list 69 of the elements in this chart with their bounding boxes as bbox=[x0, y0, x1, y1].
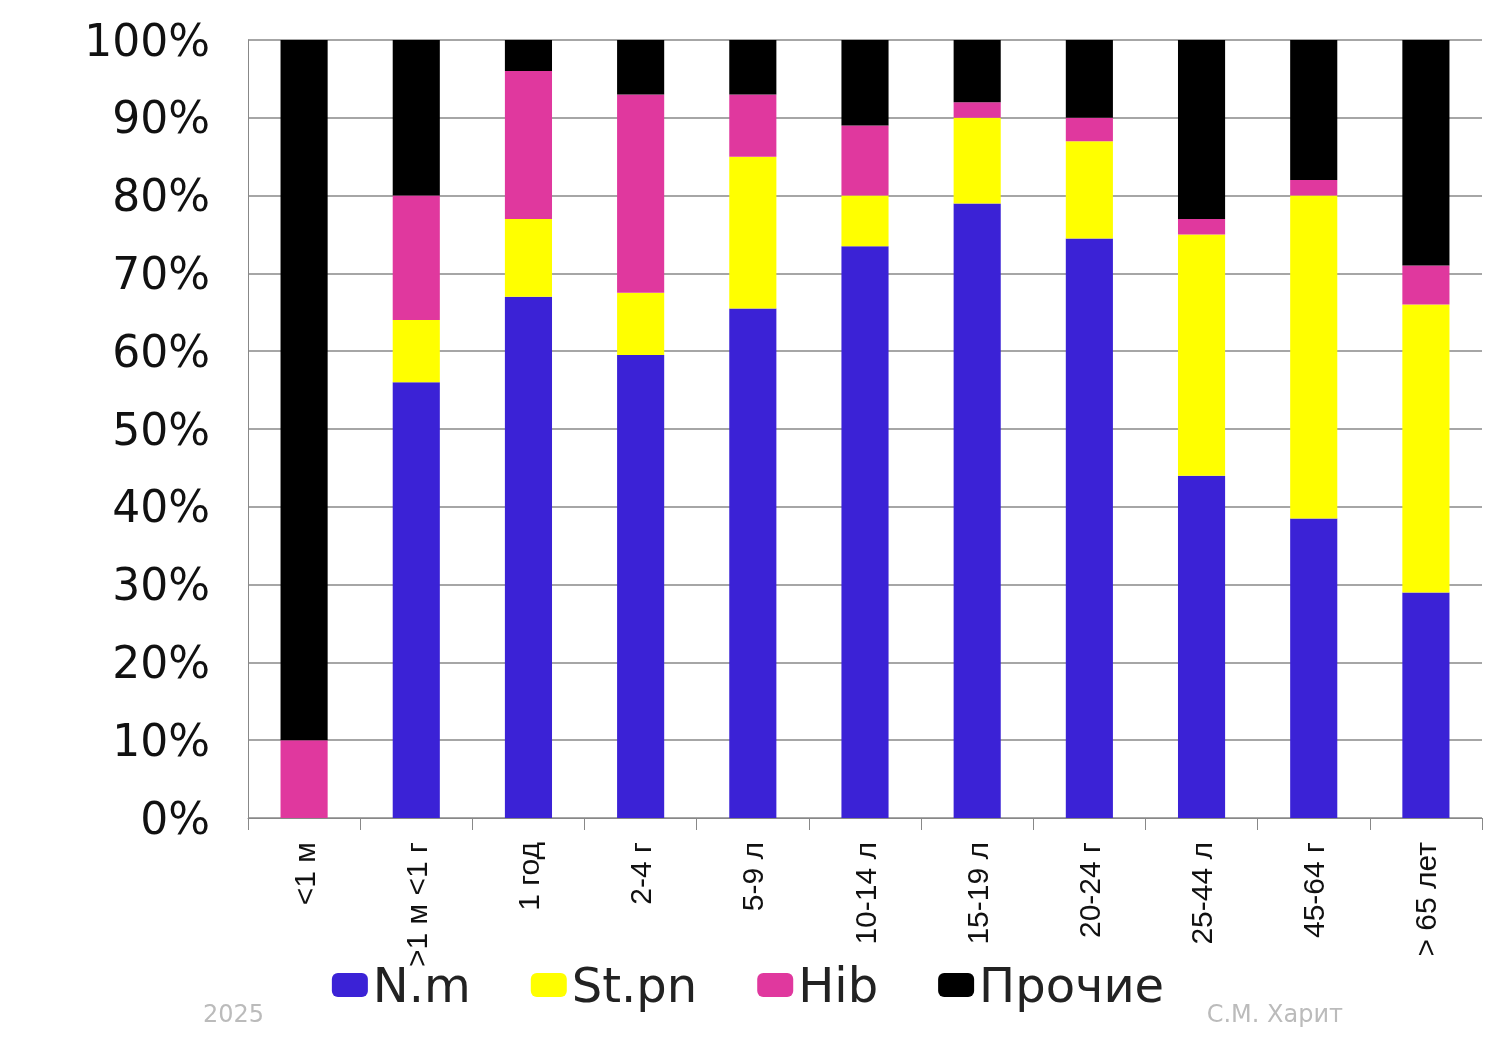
bar bbox=[617, 355, 665, 818]
x-tick-label: <1 м bbox=[287, 842, 321, 906]
bar bbox=[392, 382, 440, 818]
bar bbox=[1177, 218, 1226, 235]
bar bbox=[504, 71, 553, 219]
bar bbox=[504, 296, 553, 818]
bar bbox=[953, 203, 1001, 818]
bar bbox=[953, 117, 1001, 204]
bar bbox=[841, 40, 889, 126]
bar bbox=[1177, 475, 1226, 818]
y-tick-label: 0% bbox=[140, 792, 210, 844]
x-tick-label: 1 год bbox=[511, 842, 545, 911]
y-tick-label: 80% bbox=[112, 170, 210, 222]
bar bbox=[1290, 195, 1338, 519]
y-tick-label: 100% bbox=[84, 14, 210, 66]
x-tick-label: 10-14 л bbox=[848, 842, 882, 945]
bar bbox=[1065, 141, 1113, 239]
legend-label: Hib bbox=[798, 957, 879, 1013]
x-tick-label: 15-19 л bbox=[960, 842, 994, 945]
y-tick-label: 40% bbox=[112, 481, 210, 533]
bar bbox=[729, 40, 777, 95]
bar bbox=[1065, 238, 1113, 818]
bar bbox=[953, 102, 1001, 118]
bar bbox=[1402, 304, 1450, 593]
text: С.М. Харит bbox=[1206, 1000, 1344, 1028]
bar bbox=[1290, 518, 1338, 818]
bar bbox=[841, 125, 889, 196]
bar bbox=[392, 320, 440, 383]
y-tick-label: 60% bbox=[112, 325, 210, 377]
bar bbox=[1290, 40, 1338, 181]
y-tick-label: 30% bbox=[112, 559, 210, 611]
y-tick-label: 10% bbox=[112, 714, 210, 766]
x-tick-label: 5-9 л bbox=[736, 842, 770, 912]
bar bbox=[617, 292, 665, 356]
bar bbox=[392, 195, 440, 321]
bar bbox=[1177, 40, 1226, 219]
x-tick-label: >1 м <1 г bbox=[399, 841, 433, 967]
y-tick-label: 90% bbox=[112, 92, 210, 144]
bar bbox=[504, 40, 553, 72]
x-tick-label: > 65 лет bbox=[1409, 841, 1443, 957]
bar bbox=[841, 246, 889, 818]
bar bbox=[504, 218, 553, 297]
x-tick-label: 45-64 г bbox=[1297, 841, 1331, 939]
bar bbox=[1177, 234, 1226, 476]
bar bbox=[617, 94, 665, 293]
y-tick-label: 70% bbox=[112, 247, 210, 299]
bar bbox=[1290, 180, 1338, 196]
bar bbox=[729, 308, 777, 818]
bar bbox=[392, 40, 440, 196]
x-tick-label: 20-24 г bbox=[1072, 841, 1106, 939]
bar bbox=[729, 94, 777, 157]
bar bbox=[1402, 592, 1450, 818]
text: 2025 bbox=[203, 1000, 265, 1028]
bar bbox=[1065, 117, 1113, 142]
bar bbox=[841, 195, 889, 247]
legend-label: Прочие bbox=[979, 957, 1165, 1013]
bar bbox=[1065, 40, 1113, 118]
x-tick-label: 2-4 г bbox=[624, 841, 658, 905]
bar bbox=[280, 740, 328, 818]
bar bbox=[280, 40, 328, 741]
bar bbox=[617, 40, 665, 95]
bar bbox=[1402, 265, 1450, 305]
bar bbox=[1402, 40, 1450, 266]
bar bbox=[953, 40, 1001, 103]
y-tick-label: 50% bbox=[112, 403, 210, 455]
bar bbox=[729, 156, 777, 309]
x-tick-label: 25-44 л bbox=[1185, 842, 1219, 945]
legend-label: St.pn bbox=[571, 957, 698, 1013]
y-tick-label: 20% bbox=[112, 636, 210, 688]
